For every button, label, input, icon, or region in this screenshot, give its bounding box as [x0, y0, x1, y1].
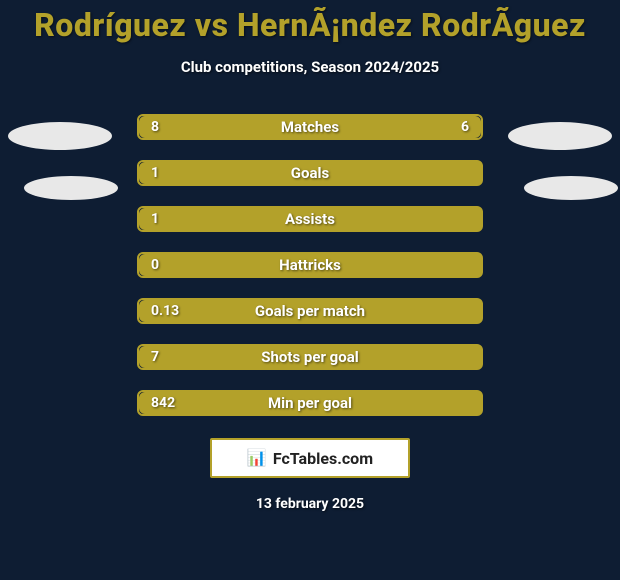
stat-row: 8 Matches 6: [137, 114, 483, 140]
stat-bar-right-fill: [334, 116, 481, 138]
page-title: Rodríguez vs HernÃ¡ndez RodrÃ­guez: [34, 6, 586, 44]
stat-label: Goals: [291, 164, 329, 182]
stat-row: 1 Goals: [137, 160, 483, 186]
page-subtitle: Club competitions, Season 2024/2025: [181, 58, 439, 76]
stat-left-value: 0: [151, 257, 159, 273]
attribution-badge[interactable]: 📊 FcTables.com: [210, 438, 410, 478]
chart-icon: 📊: [247, 450, 267, 466]
stat-row: 7 Shots per goal: [137, 344, 483, 370]
stat-left-value: 1: [151, 165, 159, 181]
stat-right-value: 6: [461, 119, 469, 135]
stat-label: Goals per match: [255, 302, 365, 320]
content-wrapper: Rodríguez vs HernÃ¡ndez RodrÃ­guez Club …: [0, 0, 620, 580]
player-left-ellipse-1: [8, 122, 112, 150]
stats-area: 8 Matches 6 1 Goals 1 Assists 0 Hattricks 0.13 Goa…: [0, 114, 620, 416]
stat-label: Min per goal: [268, 394, 352, 412]
stat-left-value: 0.13: [151, 303, 179, 319]
player-left-ellipse-2: [24, 176, 118, 200]
player-right-ellipse-2: [524, 176, 618, 200]
report-date: 13 february 2025: [256, 496, 364, 512]
attribution-text: FcTables.com: [273, 449, 373, 468]
stat-row: 0.13 Goals per match: [137, 298, 483, 324]
player-right-ellipse-1: [508, 122, 612, 150]
stat-left-value: 7: [151, 349, 159, 365]
stat-label: Matches: [281, 118, 339, 136]
stat-left-value: 1: [151, 211, 159, 227]
stat-row: 842 Min per goal: [137, 390, 483, 416]
stat-row: 1 Assists: [137, 206, 483, 232]
stat-label: Shots per goal: [261, 348, 358, 366]
stat-left-value: 8: [151, 119, 159, 135]
stat-label: Assists: [285, 210, 335, 228]
stat-row: 0 Hattricks: [137, 252, 483, 278]
stat-left-value: 842: [151, 395, 175, 411]
stat-label: Hattricks: [279, 256, 341, 274]
